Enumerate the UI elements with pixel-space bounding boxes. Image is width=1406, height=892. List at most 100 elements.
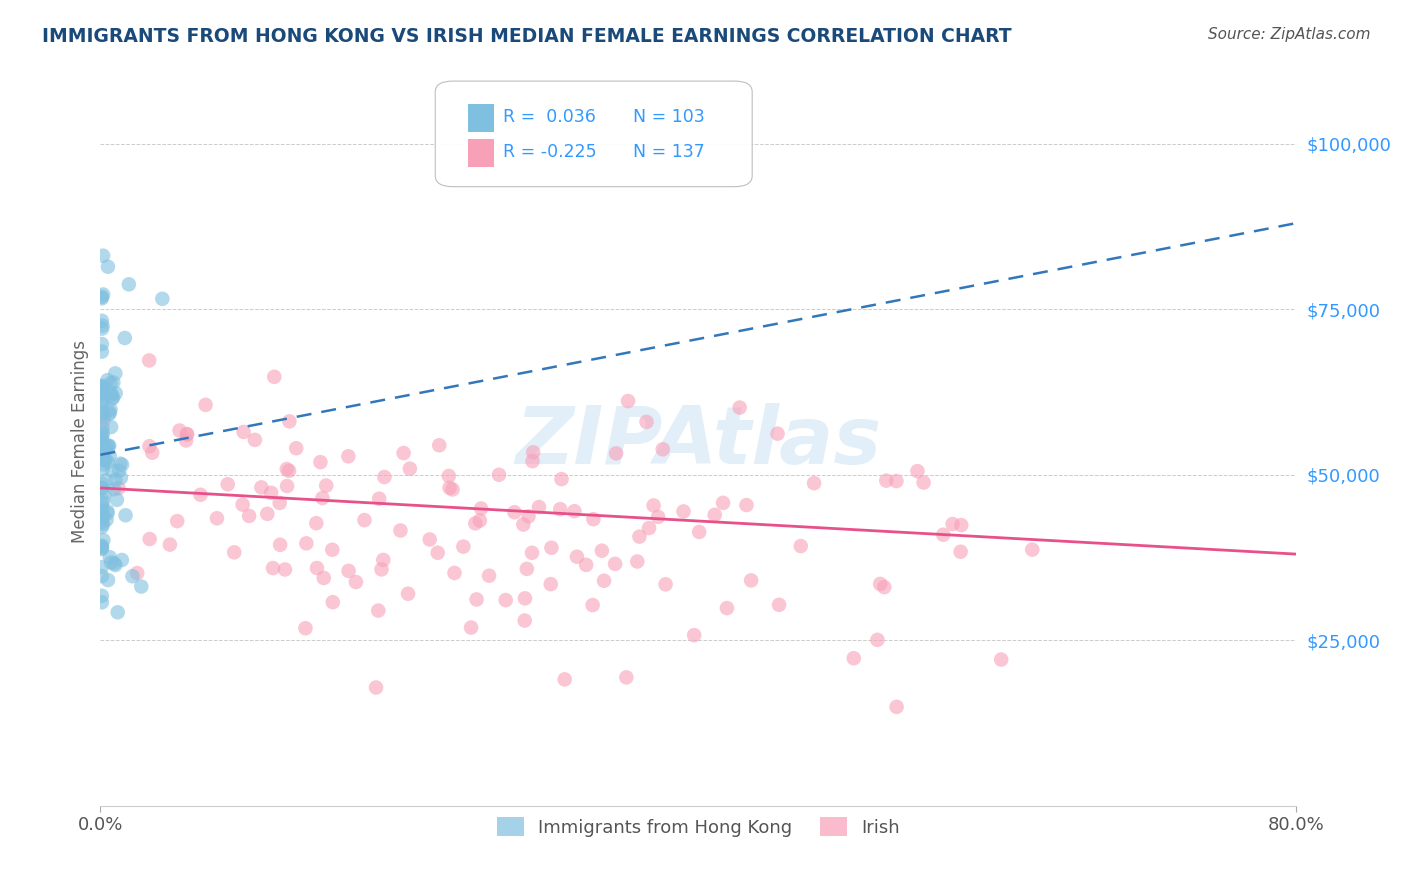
Point: [321, 542, 343, 557]
Point: [91, 495, 114, 509]
Point: [262, 561, 284, 575]
Point: [647, 509, 669, 524]
Point: [716, 601, 738, 615]
Point: [617, 394, 640, 409]
Point: [159, 538, 181, 552]
Point: [90, 398, 112, 412]
Point: [605, 446, 627, 460]
Point: [735, 498, 758, 512]
Point: [91, 517, 114, 532]
Point: [260, 485, 283, 500]
Point: [90, 378, 112, 392]
Point: [93, 452, 115, 467]
Point: [91, 287, 114, 301]
Point: [399, 461, 422, 475]
Point: [138, 532, 160, 546]
Point: [93, 413, 115, 427]
Point: [790, 539, 813, 553]
Point: [643, 499, 665, 513]
Point: [96, 506, 118, 520]
Point: [353, 513, 375, 527]
Point: [114, 508, 136, 523]
Point: [96, 504, 118, 518]
Point: [90, 481, 112, 495]
Point: [121, 569, 143, 583]
Point: [98, 405, 121, 419]
Point: [728, 401, 751, 415]
Point: [540, 577, 562, 591]
Point: [176, 427, 198, 442]
Point: [250, 480, 273, 494]
Point: [94, 485, 117, 500]
Point: [932, 527, 955, 541]
Point: [232, 425, 254, 439]
Point: [91, 493, 114, 508]
Point: [96, 441, 118, 455]
Point: [443, 566, 465, 580]
Point: [90, 337, 112, 351]
Point: [766, 426, 789, 441]
Point: [311, 491, 333, 505]
Point: [269, 538, 291, 552]
Point: [141, 446, 163, 460]
Point: [91, 381, 114, 395]
Point: [90, 432, 112, 446]
Point: [269, 496, 291, 510]
Point: [90, 446, 112, 460]
Point: [550, 472, 572, 486]
Point: [582, 512, 605, 526]
Text: N = 137: N = 137: [633, 144, 704, 161]
Point: [886, 474, 908, 488]
Point: [90, 383, 112, 397]
Point: [315, 478, 337, 492]
Point: [636, 415, 658, 429]
Point: [470, 501, 492, 516]
Point: [90, 515, 112, 529]
Point: [90, 541, 112, 556]
Legend: Immigrants from Hong Kong, Irish: Immigrants from Hong Kong, Irish: [489, 810, 907, 844]
Point: [628, 530, 651, 544]
Point: [912, 475, 935, 490]
Point: [176, 427, 198, 442]
Point: [513, 614, 536, 628]
Point: [110, 457, 132, 471]
Point: [90, 541, 112, 555]
Point: [111, 553, 134, 567]
Point: [90, 430, 112, 444]
Point: [90, 504, 112, 518]
Point: [138, 353, 160, 368]
Point: [453, 540, 475, 554]
Point: [517, 509, 540, 524]
Point: [367, 604, 389, 618]
Point: [97, 455, 120, 469]
Point: [527, 500, 550, 514]
Point: [90, 386, 112, 401]
Point: [91, 500, 114, 514]
Point: [842, 651, 865, 665]
Point: [91, 427, 114, 442]
Point: [626, 554, 648, 568]
Point: [98, 449, 121, 463]
Point: [97, 573, 120, 587]
Point: [93, 445, 115, 459]
Point: [683, 628, 706, 642]
Point: [437, 469, 460, 483]
Point: [90, 425, 112, 439]
Point: [278, 414, 301, 428]
Point: [101, 391, 124, 405]
Point: [91, 458, 114, 472]
Point: [522, 445, 544, 459]
Point: [97, 439, 120, 453]
Point: [478, 568, 501, 582]
FancyBboxPatch shape: [468, 104, 494, 132]
Point: [90, 560, 112, 574]
Point: [520, 546, 543, 560]
Point: [1021, 542, 1043, 557]
Point: [337, 564, 360, 578]
Point: [427, 438, 450, 452]
Point: [276, 479, 298, 493]
Point: [205, 511, 228, 525]
Point: [688, 524, 710, 539]
Point: [869, 577, 891, 591]
Point: [364, 681, 387, 695]
